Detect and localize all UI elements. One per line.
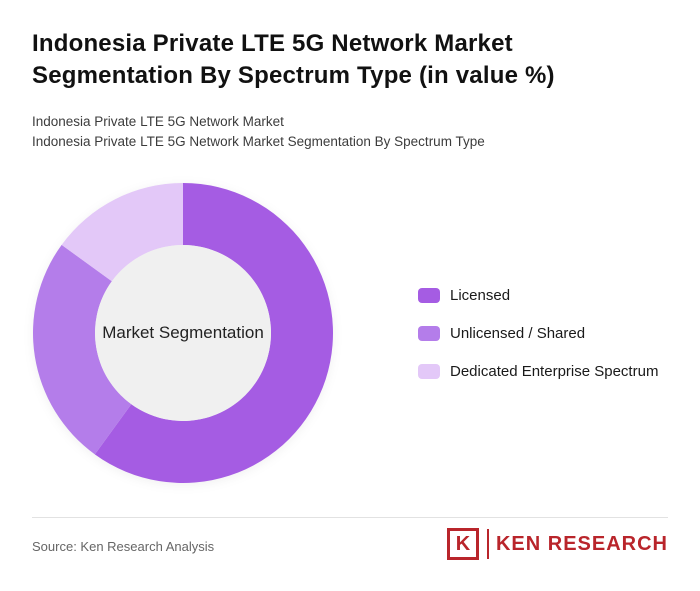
chart-title: Indonesia Private LTE 5G Network Market … — [32, 30, 555, 89]
logo-k-mark: K — [446, 528, 479, 560]
legend-item-dedicated-enterprise[interactable]: Dedicated Enterprise Spectrum — [418, 360, 658, 382]
chart-subtitle-market: Indonesia Private LTE 5G Network Market — [32, 114, 284, 129]
legend-swatch-licensed — [418, 287, 440, 303]
donut-segment-licensed[interactable] — [94, 183, 333, 483]
legend-item-unlicensed-shared[interactable]: Unlicensed / Shared — [418, 322, 658, 344]
footer-divider — [32, 517, 668, 518]
legend-swatch-dedicated-enterprise — [418, 363, 440, 379]
legend-swatch-unlicensed-shared — [418, 325, 440, 341]
chart-subtitle-segmentation: Indonesia Private LTE 5G Network Market … — [32, 134, 485, 149]
legend-label-unlicensed-shared: Unlicensed / Shared — [450, 324, 586, 342]
logo-text: KEN RESEARCH — [495, 532, 668, 555]
legend-label-licensed: Licensed — [450, 286, 511, 304]
legend-label-dedicated-enterprise: Dedicated Enterprise Spectrum — [450, 362, 659, 380]
chart-subtitles: Indonesia Private LTE 5G Network Market … — [32, 112, 652, 152]
donut-chart[interactable]: Market Segmentation — [33, 183, 333, 483]
chart-legend: Licensed Unlicensed / Shared Dedicated E… — [418, 284, 658, 398]
donut-center-circle — [95, 245, 271, 421]
logo-separator — [486, 529, 489, 559]
donut-svg[interactable] — [33, 183, 333, 483]
ken-research-logo: K KEN RESEARCH — [446, 527, 668, 561]
donut-segment-dedicated-enterprise-spectrum[interactable] — [61, 183, 183, 282]
source-text: Source: Ken Research Analysis — [32, 539, 215, 554]
legend-item-licensed[interactable]: Licensed — [418, 284, 658, 306]
donut-segment-unlicensed-shared[interactable] — [33, 244, 132, 455]
